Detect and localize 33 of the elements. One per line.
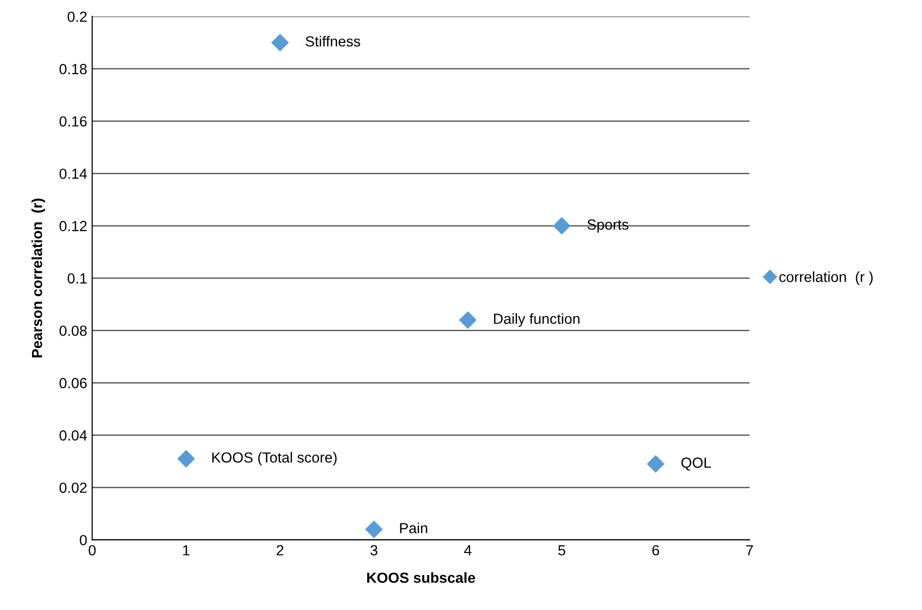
point xyxy=(647,455,664,473)
x-tick-label: 7 xyxy=(746,545,753,556)
annotation: Pain xyxy=(400,522,428,534)
point xyxy=(271,34,289,52)
x-tick-label: 4 xyxy=(464,545,472,556)
y-tick-label: 0.16 xyxy=(60,116,87,127)
y-tick-label: 0.02 xyxy=(60,482,87,493)
y-tick-label: 0.1 xyxy=(68,273,87,284)
annotation: Daily function xyxy=(494,313,580,327)
annotation: QOL xyxy=(681,458,711,470)
annotation: KOOS (Total score) xyxy=(212,452,337,466)
x-axis-title: KOOS subscale xyxy=(367,572,476,583)
point xyxy=(553,217,570,234)
x-tick-label: 5 xyxy=(558,545,566,556)
point xyxy=(459,311,476,329)
point xyxy=(365,520,382,538)
x-tick-label: 0 xyxy=(88,545,96,556)
y-tick-label: 0.12 xyxy=(60,220,87,232)
point xyxy=(178,450,195,468)
y-axis-title: Pearson correlation (r) xyxy=(31,198,46,358)
x-tick-label: 6 xyxy=(652,545,660,556)
y-tick-label: 0.04 xyxy=(60,430,87,441)
x-tick-label: 1 xyxy=(183,545,190,556)
y-tick-label: 0.14 xyxy=(60,168,87,179)
legend-label: correlation (r ) xyxy=(779,271,873,285)
x-tick-label: 3 xyxy=(370,545,378,556)
y-tick-label: 0 xyxy=(80,534,87,546)
y-tick-label: 0.06 xyxy=(60,378,87,388)
x-tick-label: 2 xyxy=(276,545,284,556)
annotation: Stiffness xyxy=(306,36,360,47)
y-tick-label: 0.08 xyxy=(60,326,87,336)
y-tick-label: 0.2 xyxy=(68,12,87,22)
y-tick-label: 0.18 xyxy=(60,64,87,74)
